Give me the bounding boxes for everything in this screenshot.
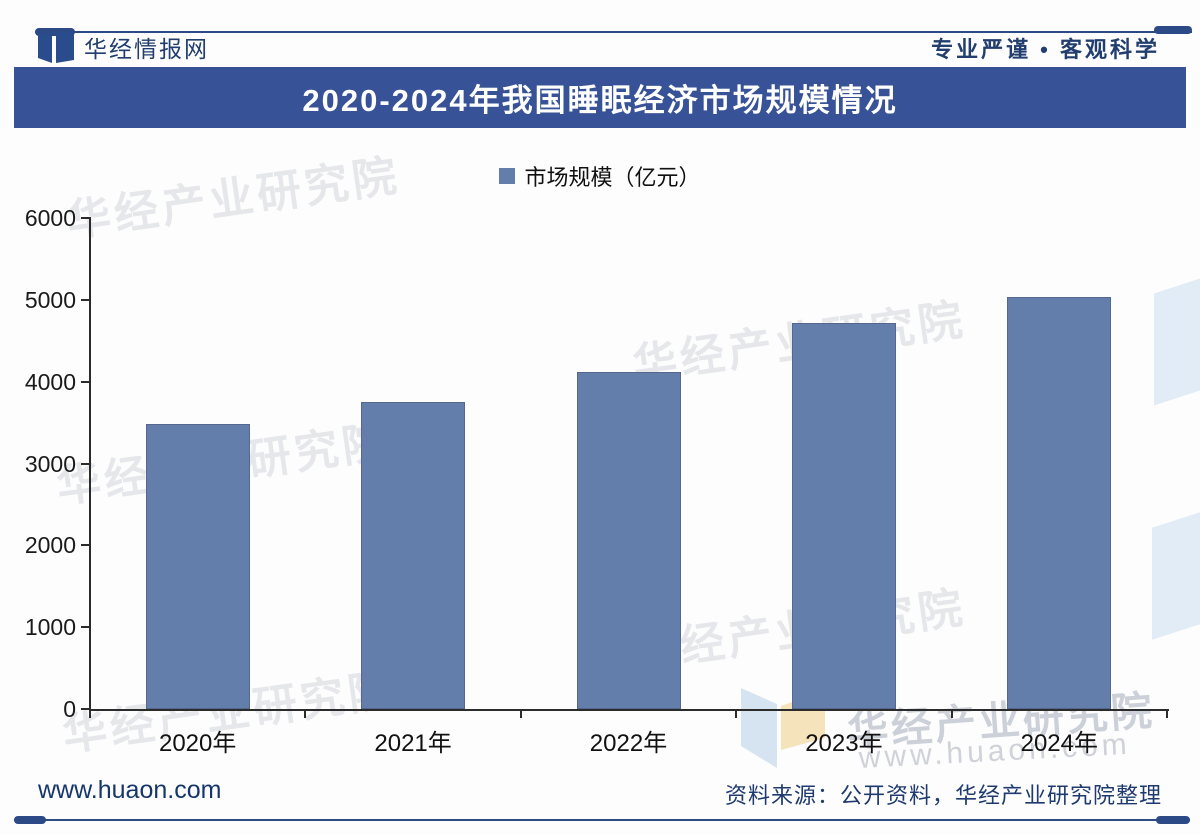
header-brand: 华经情报网 — [38, 30, 209, 64]
y-axis-tick-label: 4000 — [24, 368, 76, 395]
bottom-rule-line — [14, 819, 1190, 821]
x-axis-label: 2021年 — [374, 730, 452, 757]
x-axis-label: 2022年 — [589, 730, 668, 757]
y-axis-tick-label: 6000 — [24, 205, 76, 231]
title-bar: 2020-2024年我国睡眠经济市场规模情况 — [14, 67, 1186, 128]
x-axis-tick — [1166, 711, 1168, 718]
y-axis-tick — [81, 217, 89, 219]
y-axis-tick-label: 1000 — [24, 614, 76, 641]
x-axis-tick — [89, 711, 91, 718]
y-axis-tick-label: 2000 — [24, 532, 76, 559]
top-rule-line — [35, 31, 1192, 33]
y-axis-tick — [81, 380, 89, 383]
y-axis-tick — [81, 462, 89, 465]
legend-label: 市场规模（亿元） — [524, 165, 701, 190]
bottom-rule-left-cap — [14, 816, 46, 824]
footer-site-url: www.huaon.com — [38, 776, 222, 804]
x-axis-tick — [519, 711, 522, 718]
y-axis-tick-label: 3000 — [24, 450, 76, 477]
y-axis-tick — [81, 708, 89, 710]
legend: 市场规模（亿元） — [0, 160, 1200, 192]
top-rule-right-cap — [1154, 26, 1192, 34]
bottom-rule-right-cap — [1156, 816, 1190, 824]
y-axis-tick-label: 5000 — [24, 286, 76, 313]
bar-2022年 — [576, 371, 681, 709]
y-axis-tick — [81, 298, 89, 301]
y-axis-tick-label: 0 — [63, 696, 76, 722]
chart-title: 2020-2024年我国睡眠经济市场规模情况 — [302, 83, 898, 118]
bar-2021年 — [361, 402, 466, 709]
legend-swatch — [499, 168, 516, 184]
x-axis-label: 2020年 — [158, 730, 237, 757]
y-axis-tick — [81, 626, 89, 629]
x-axis-tick — [304, 711, 307, 718]
bar-2020年 — [145, 424, 250, 709]
x-axis-tick — [950, 711, 953, 718]
x-axis-label: 2024年 — [1020, 730, 1098, 757]
top-rule-left-cap — [35, 28, 75, 36]
y-axis-tick — [81, 544, 89, 547]
x-axis-tick — [735, 711, 738, 718]
header-slogan: 专业严谨 • 客观科学 — [931, 37, 1160, 62]
x-axis-line — [89, 709, 1169, 711]
bar-2024年 — [1007, 297, 1112, 709]
bar-2023年 — [791, 322, 896, 709]
huajing-book-logo-icon — [38, 31, 74, 63]
brand-name: 华经情报网 — [84, 36, 209, 62]
footer-source-note: 资料来源：公开资料，华经产业研究院整理 — [724, 783, 1162, 808]
y-axis-line — [89, 217, 91, 711]
x-axis-label: 2023年 — [805, 730, 883, 757]
